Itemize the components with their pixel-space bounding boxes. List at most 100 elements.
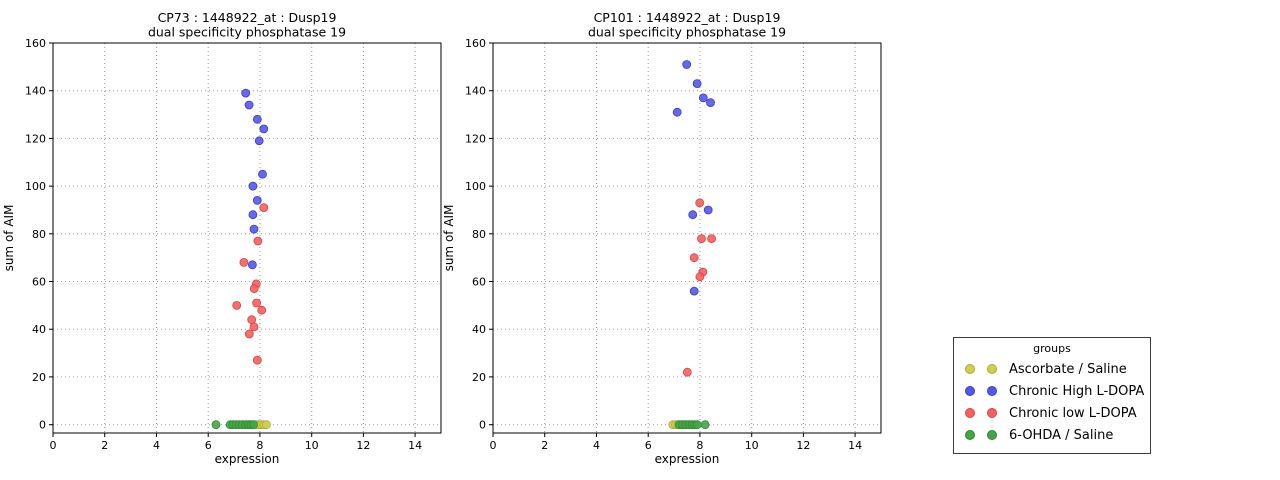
data-point-blue <box>249 224 259 234</box>
legend-entry: Chronic low L-DOPA <box>962 402 1142 424</box>
scatter-dot-icon <box>987 430 997 440</box>
scatter-dot-icon <box>987 408 997 418</box>
x-tick-label: 4 <box>153 439 160 452</box>
data-point-blue <box>247 260 257 270</box>
scatter-dot-icon <box>965 364 975 374</box>
data-point-red <box>239 257 249 267</box>
scatter-dot-icon <box>965 408 975 418</box>
plot-title-line1: CP101 : 1448922_at : Dusp19 <box>594 10 781 25</box>
plot-title-line2: dual specificity phosphatase 19 <box>588 25 786 40</box>
data-point-red <box>259 203 269 213</box>
y-tick-label: 20 <box>32 371 46 384</box>
y-tick-label: 120 <box>25 132 46 145</box>
x-tick-label: 0 <box>490 439 497 452</box>
data-point-blue <box>254 136 264 146</box>
data-point-blue <box>672 107 682 117</box>
data-point-red <box>249 322 259 332</box>
y-tick-label: 160 <box>465 37 486 50</box>
x-tick-label: 12 <box>796 439 810 452</box>
y-tick-label: 0 <box>479 419 486 432</box>
legend-label: 6-OHDA / Saline <box>1009 427 1114 443</box>
scatter-dot-icon <box>965 430 975 440</box>
data-point-blue <box>703 205 713 215</box>
x-axis-label: expression <box>215 452 280 466</box>
y-tick-label: 80 <box>32 228 46 241</box>
y-tick-label: 160 <box>25 37 46 50</box>
legend-entry: Chronic High L-DOPA <box>962 380 1145 402</box>
y-tick-label: 60 <box>472 276 486 289</box>
data-point-red <box>253 236 263 246</box>
y-tick-label: 80 <box>472 228 486 241</box>
data-point-green <box>249 420 258 430</box>
x-tick-label: 2 <box>101 439 108 452</box>
legend-title: groups <box>1033 342 1071 355</box>
data-point-green <box>211 420 221 430</box>
data-point-blue <box>252 195 262 205</box>
y-tick-label: 120 <box>465 132 486 145</box>
data-point-red <box>232 300 242 310</box>
x-axis-label: expression <box>655 452 720 466</box>
x-tick-label: 10 <box>305 439 319 452</box>
plot-title-line1: CP73 : 1448922_at : Dusp19 <box>158 10 337 25</box>
legend-marker-icon <box>965 386 997 396</box>
data-point-blue <box>698 93 708 103</box>
x-tick-label: 6 <box>645 439 652 452</box>
data-point-blue <box>689 286 699 296</box>
x-tick-label: 12 <box>356 439 370 452</box>
data-point-blue <box>248 181 258 191</box>
data-point-green <box>692 420 702 430</box>
data-point-blue <box>241 88 251 98</box>
y-axis-label: sum of AIM <box>2 205 16 272</box>
x-tick-label: 14 <box>408 439 422 452</box>
x-tick-label: 10 <box>745 439 759 452</box>
data-point-red <box>682 367 692 377</box>
data-point-blue <box>259 124 269 134</box>
legend-marker-icon <box>965 430 997 440</box>
data-point-red <box>695 198 705 208</box>
data-point-green <box>700 420 710 430</box>
y-tick-label: 60 <box>32 276 46 289</box>
legend-label: Chronic High L-DOPA <box>1009 383 1145 399</box>
data-point-red <box>244 329 254 339</box>
y-tick-label: 0 <box>39 419 46 432</box>
legend-entry: 6-OHDA / Saline <box>962 424 1142 446</box>
y-axis-label: sum of AIM <box>442 205 456 272</box>
x-tick-label: 6 <box>205 439 212 452</box>
data-point-blue <box>258 169 267 179</box>
y-tick-label: 140 <box>465 85 486 98</box>
data-point-blue <box>248 210 258 220</box>
scatter-dot-icon <box>965 386 975 396</box>
legend-label: Chronic low L-DOPA <box>1009 405 1137 421</box>
plot-title-line2: dual specificity phosphatase 19 <box>148 25 346 40</box>
x-tick-label: 4 <box>593 439 600 452</box>
y-tick-label: 100 <box>25 180 46 193</box>
data-point-red <box>257 305 267 315</box>
data-point-red <box>695 272 705 282</box>
y-tick-label: 40 <box>32 323 46 336</box>
y-tick-label: 140 <box>25 85 46 98</box>
legend-entry: Ascorbate / Saline <box>962 358 1142 380</box>
y-tick-label: 20 <box>472 371 486 384</box>
scatter-dot-icon <box>987 386 997 396</box>
y-tick-label: 40 <box>472 323 486 336</box>
data-point-blue <box>244 100 254 110</box>
legend-label: Ascorbate / Saline <box>1009 361 1127 377</box>
x-tick-label: 14 <box>848 439 862 452</box>
data-point-blue <box>706 98 715 107</box>
scatter-dot-icon <box>987 364 997 374</box>
data-point-blue <box>688 210 698 220</box>
x-tick-label: 2 <box>541 439 548 452</box>
data-point-red <box>707 234 717 244</box>
legend-marker-icon <box>965 408 997 418</box>
legend-marker-icon <box>965 364 997 374</box>
data-point-red <box>697 234 706 244</box>
data-point-blue <box>252 114 262 124</box>
data-point-yellow <box>261 420 271 430</box>
data-point-blue <box>682 60 692 69</box>
x-tick-label: 8 <box>256 439 263 452</box>
data-point-red <box>247 315 257 325</box>
y-tick-label: 100 <box>465 180 486 193</box>
